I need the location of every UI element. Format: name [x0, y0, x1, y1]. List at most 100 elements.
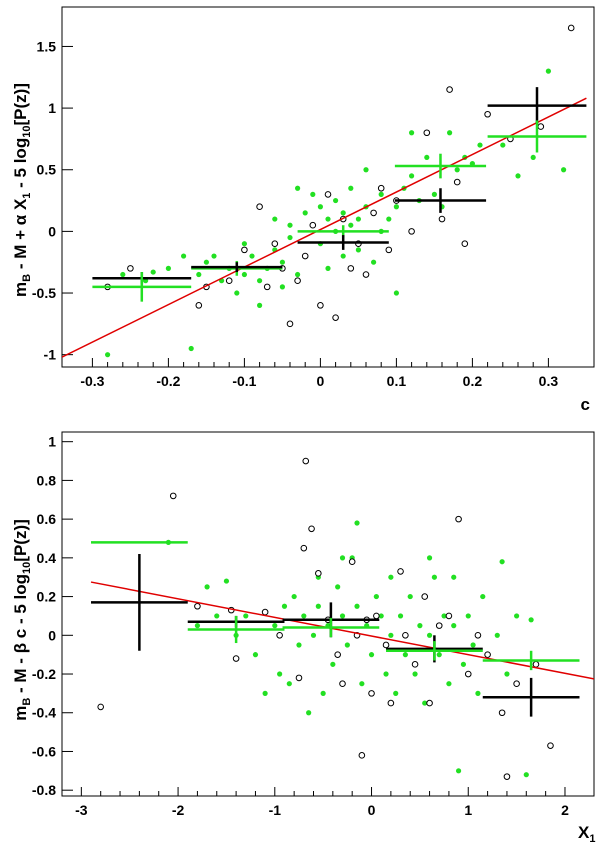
open-circle-point — [513, 680, 520, 688]
top-chart-xlabel: c — [581, 395, 590, 414]
label-part: - M + α X — [11, 198, 30, 274]
y-tick-label: -0.6 — [32, 743, 56, 759]
y-tick-label: -0.8 — [32, 782, 56, 798]
green-point — [460, 661, 467, 667]
green-point — [561, 167, 567, 173]
binned-error-cross — [297, 235, 389, 250]
open-circle-point — [426, 699, 433, 707]
y-tick-label: -1 — [44, 347, 57, 363]
open-circle-point — [324, 191, 332, 198]
x-tick-label: -3 — [75, 802, 88, 818]
green-point — [241, 271, 247, 278]
green-point — [272, 623, 278, 629]
green-point — [277, 671, 283, 677]
x-tick-label: 1 — [464, 802, 472, 818]
label-part: [P(z)] — [11, 83, 30, 125]
green-point — [504, 671, 510, 677]
x-tick-label: 0 — [317, 373, 325, 389]
green-point — [204, 584, 210, 590]
green-point — [436, 652, 442, 658]
green-point — [243, 613, 249, 619]
green-point — [286, 681, 292, 687]
open-circle-point — [368, 690, 375, 697]
green-point — [407, 593, 413, 600]
plot-area — [62, 24, 587, 358]
green-point — [211, 253, 217, 259]
label-part: B — [21, 274, 33, 282]
y-tick-label: 1 — [48, 100, 56, 116]
x-tick-label: 2 — [561, 802, 569, 818]
open-circle-point — [241, 246, 248, 254]
x-tick-label: 0 — [368, 802, 376, 818]
green-point — [451, 574, 457, 580]
green-point — [317, 204, 323, 210]
binned-error-cross — [482, 677, 580, 717]
open-circle-point — [377, 184, 385, 192]
green-point — [241, 241, 247, 247]
open-circle-point — [195, 302, 203, 309]
green-point — [422, 700, 428, 706]
y-tick-label: -0.2 — [32, 666, 56, 682]
open-circle-point — [347, 265, 355, 272]
binned-error-cross — [187, 615, 285, 644]
bottom-chart-ylabel: mB - M - β c - 5 log10[P(z)] — [11, 519, 33, 721]
green-point — [397, 613, 404, 619]
binned-error-cross — [92, 272, 192, 302]
open-circle-point — [261, 608, 269, 616]
green-point — [412, 671, 418, 677]
label-part: m — [11, 282, 30, 297]
green-point — [480, 593, 486, 600]
green-point — [223, 578, 230, 584]
green-point — [530, 154, 536, 161]
green-point — [378, 191, 384, 197]
open-circle-point — [408, 228, 415, 235]
green-point — [287, 234, 293, 241]
binned-error-cross — [282, 617, 380, 638]
green-point — [494, 632, 500, 638]
open-circle-point — [309, 221, 317, 229]
label-part: X — [578, 823, 590, 842]
green-point — [431, 191, 437, 197]
green-point — [393, 204, 399, 210]
green-point — [291, 593, 297, 600]
green-point — [523, 772, 529, 778]
green-point — [335, 584, 341, 590]
open-circle-point — [385, 246, 393, 254]
top-chart-ylabel: mB - M + α X1 - 5 log10[P(z)] — [11, 83, 33, 297]
green-point — [181, 253, 187, 259]
green-point — [252, 652, 259, 658]
open-circle-point — [300, 544, 308, 552]
green-point — [196, 271, 202, 278]
bottom-chart-xlabel: X1 — [578, 823, 595, 844]
green-point — [378, 613, 384, 619]
open-circle-point — [348, 558, 356, 566]
open-circle-point — [382, 641, 390, 649]
green-point — [281, 603, 288, 609]
bottom-chart: -3 -2 -1 0 1 2-0.8-0.6-0.4-0.200.20.40.60.81 … — [11, 431, 595, 844]
green-point — [514, 613, 520, 619]
green-point — [340, 210, 346, 216]
green-point — [393, 290, 399, 296]
open-circle-point — [438, 215, 446, 223]
green-point — [234, 290, 240, 296]
open-circle-point — [271, 240, 279, 248]
green-point — [528, 617, 534, 623]
y-tick-label: 0 — [48, 223, 56, 239]
green-point — [262, 690, 268, 696]
green-point — [368, 652, 375, 658]
open-circle-point — [461, 240, 469, 248]
open-circle-point — [567, 24, 575, 32]
open-circle-point — [232, 655, 240, 662]
bottom-chart-frame — [61, 431, 595, 797]
green-point — [339, 613, 346, 619]
green-point — [203, 259, 209, 265]
green-point — [287, 222, 293, 228]
binned-error-cross — [487, 120, 587, 153]
green-point — [301, 613, 307, 619]
green-point — [315, 603, 321, 609]
green-point — [325, 216, 331, 222]
open-circle-point — [362, 271, 370, 278]
green-point — [475, 690, 481, 696]
green-point — [150, 269, 156, 275]
green-point — [446, 681, 452, 687]
